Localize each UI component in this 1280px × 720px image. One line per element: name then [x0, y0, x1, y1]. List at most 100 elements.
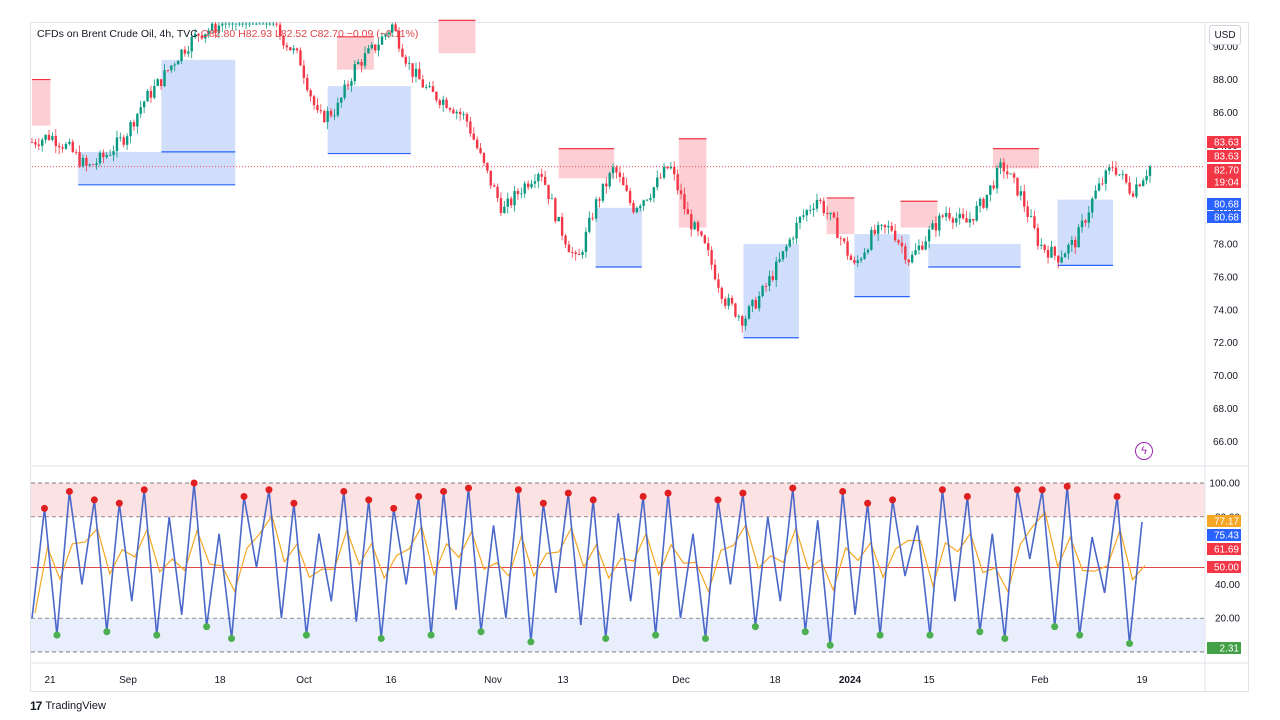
- candle-body: [71, 141, 74, 153]
- candle-body: [972, 219, 975, 221]
- candle-body: [129, 122, 132, 137]
- candle-body: [210, 23, 214, 31]
- candle-body: [775, 261, 778, 280]
- osc-badge: [1207, 561, 1241, 573]
- candle-body: [1111, 167, 1114, 169]
- candle-body: [251, 23, 255, 25]
- zone-boxes: [32, 19, 1114, 339]
- candle-body: [424, 86, 428, 88]
- oversold-dot: [477, 628, 485, 636]
- candle-body: [295, 48, 299, 51]
- candle-body: [577, 254, 581, 255]
- candle-body: [153, 85, 156, 98]
- candle-body: [1131, 193, 1135, 197]
- overbought-dot: [65, 487, 73, 495]
- candle-body: [496, 186, 499, 199]
- candle-body: [839, 237, 842, 239]
- candle-body: [615, 167, 618, 173]
- candle-body: [1118, 174, 1121, 176]
- candle-body: [904, 246, 907, 260]
- flash-icon[interactable]: ϟ: [1135, 442, 1153, 460]
- price-tick-label: 68.00: [1213, 404, 1238, 415]
- candle-body: [132, 122, 136, 127]
- candle-body: [1101, 183, 1104, 185]
- candle-body: [557, 217, 560, 222]
- candle-body: [720, 287, 724, 299]
- time-tick-label: 2024: [839, 675, 862, 686]
- candle-body: [40, 139, 44, 146]
- candle-body: [170, 65, 173, 71]
- candle-body: [122, 137, 125, 145]
- candle-body: [509, 198, 513, 206]
- candle-body: [639, 205, 642, 208]
- candle-body: [1097, 183, 1101, 191]
- candle-body: [938, 215, 941, 231]
- candle-body: [47, 134, 51, 140]
- osc-badge-label: 50.00: [1214, 563, 1239, 574]
- candle-body: [1002, 162, 1006, 172]
- candle-body: [261, 23, 265, 25]
- candle-body: [713, 264, 717, 280]
- candle-body: [591, 217, 594, 219]
- candle-body: [125, 136, 129, 145]
- oversold-dot: [103, 628, 111, 636]
- oversold-dot: [801, 628, 809, 636]
- candle-body: [238, 23, 241, 25]
- overbought-dot: [190, 479, 198, 487]
- osc-badge: [1207, 642, 1241, 654]
- price-tick-label: 72.00: [1213, 338, 1238, 349]
- oversold-dot: [926, 631, 934, 639]
- candle-body: [758, 296, 761, 309]
- oversold-dot: [652, 631, 660, 639]
- candle-body: [1121, 174, 1125, 175]
- currency-button[interactable]: USD: [1209, 25, 1241, 45]
- candle-body: [414, 68, 418, 77]
- candle-body: [244, 23, 248, 25]
- candle-body: [472, 133, 475, 140]
- candle-body: [156, 79, 159, 86]
- candle-body: [1128, 182, 1131, 194]
- candle-body: [441, 99, 445, 105]
- tradingview-logo[interactable]: 17 TradingView: [30, 699, 106, 713]
- candle-body: [951, 218, 955, 223]
- candle-body: [200, 35, 204, 39]
- candle-body: [326, 110, 329, 123]
- candle-body: [34, 142, 37, 145]
- candle-body: [1033, 216, 1036, 228]
- candle-body: [275, 23, 278, 25]
- candle-body: [231, 23, 234, 25]
- candle-body: [825, 213, 829, 215]
- candle-body: [941, 215, 944, 217]
- candle-body: [51, 135, 54, 140]
- candle-body: [289, 47, 292, 51]
- candle-body: [278, 24, 282, 36]
- time-axis: 21 Sep 18 Oct 16 Nov 13 Dec 18 2024 15 Feb 19: [44, 675, 1148, 686]
- price-badge-label: 83.63: [1214, 152, 1239, 163]
- osc-badge: [1207, 543, 1241, 555]
- overbought-dot: [290, 499, 298, 507]
- candle-body: [543, 176, 547, 185]
- candle-body: [1057, 255, 1060, 263]
- candle-body: [669, 166, 673, 169]
- time-tick-label: 18: [769, 675, 781, 686]
- candle-body: [632, 202, 635, 213]
- candle-body: [407, 63, 411, 65]
- candle-body: [292, 48, 295, 51]
- low-value: L82.52: [274, 28, 308, 40]
- osc-badge: [1207, 515, 1241, 527]
- price-badge: [1207, 150, 1241, 162]
- oversold-zone: [31, 618, 1205, 652]
- blue-zone-box: [1057, 199, 1114, 266]
- candle-body: [907, 259, 910, 263]
- candle-body: [1148, 166, 1152, 176]
- candle-body: [492, 185, 496, 187]
- osc-k-line: [31, 482, 1143, 646]
- candle-body: [214, 23, 217, 34]
- candle-body: [611, 167, 615, 174]
- candle-body: [917, 245, 921, 251]
- red-zone-box: [678, 138, 707, 228]
- symbol-legend[interactable]: CFDs on Brent Crude Oil, 4h, TVC O82.80 …: [37, 28, 418, 40]
- candle-body: [489, 170, 492, 186]
- candle-body: [781, 251, 785, 260]
